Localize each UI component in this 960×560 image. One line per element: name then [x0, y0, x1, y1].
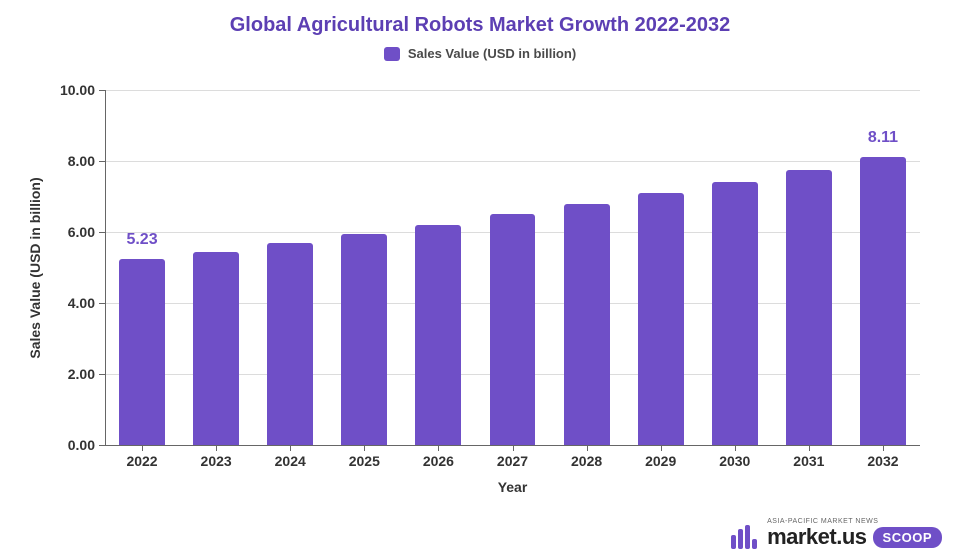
y-tick-label: 4.00 — [68, 295, 105, 311]
y-axis-title: Sales Value (USD in billion) — [27, 177, 43, 358]
bar — [712, 182, 758, 445]
x-tick-label: 2028 — [571, 445, 602, 469]
y-tick-label: 2.00 — [68, 366, 105, 382]
x-tick-label: 2032 — [867, 445, 898, 469]
brand-bars-icon — [731, 525, 761, 549]
bar — [193, 252, 239, 445]
bar — [415, 225, 461, 445]
bar — [119, 259, 165, 445]
bar-value-label: 8.11 — [868, 129, 898, 147]
x-tick-label: 2029 — [645, 445, 676, 469]
brand-logo: ASIA-PACIFIC MARKET NEWS market.us SCOOP — [731, 524, 942, 550]
y-tick-label: 0.00 — [68, 437, 105, 453]
x-tick-label: 2025 — [349, 445, 380, 469]
x-tick-label: 2023 — [201, 445, 232, 469]
x-tick-label: 2031 — [793, 445, 824, 469]
x-tick-label: 2030 — [719, 445, 750, 469]
grid-line — [105, 90, 920, 91]
chart-title: Global Agricultural Robots Market Growth… — [0, 14, 960, 37]
x-tick-label: 2026 — [423, 445, 454, 469]
bar — [638, 193, 684, 445]
x-tick-label: 2022 — [126, 445, 157, 469]
y-tick-label: 6.00 — [68, 224, 105, 240]
x-tick-label: 2027 — [497, 445, 528, 469]
bar — [860, 157, 906, 445]
bar — [267, 243, 313, 445]
chart-container: Global Agricultural Robots Market Growth… — [0, 0, 960, 560]
legend-swatch — [384, 47, 400, 61]
brand-tagline: ASIA-PACIFIC MARKET NEWS — [767, 518, 878, 525]
y-axis-line — [105, 90, 106, 445]
plot-area: 0.002.004.006.008.0010.00202220232024202… — [105, 90, 920, 445]
chart-legend: Sales Value (USD in billion) — [0, 46, 960, 61]
bar — [564, 204, 610, 445]
y-tick-label: 8.00 — [68, 153, 105, 169]
legend-label: Sales Value (USD in billion) — [408, 46, 576, 61]
x-axis-title: Year — [498, 479, 528, 495]
brand-name: market.us — [767, 524, 866, 549]
y-tick-label: 10.00 — [60, 82, 105, 98]
bar — [786, 170, 832, 445]
bar — [341, 234, 387, 445]
brand-badge: SCOOP — [873, 527, 942, 548]
grid-line — [105, 161, 920, 162]
bar — [490, 214, 536, 445]
x-tick-label: 2024 — [275, 445, 306, 469]
bar-value-label: 5.23 — [126, 231, 157, 249]
